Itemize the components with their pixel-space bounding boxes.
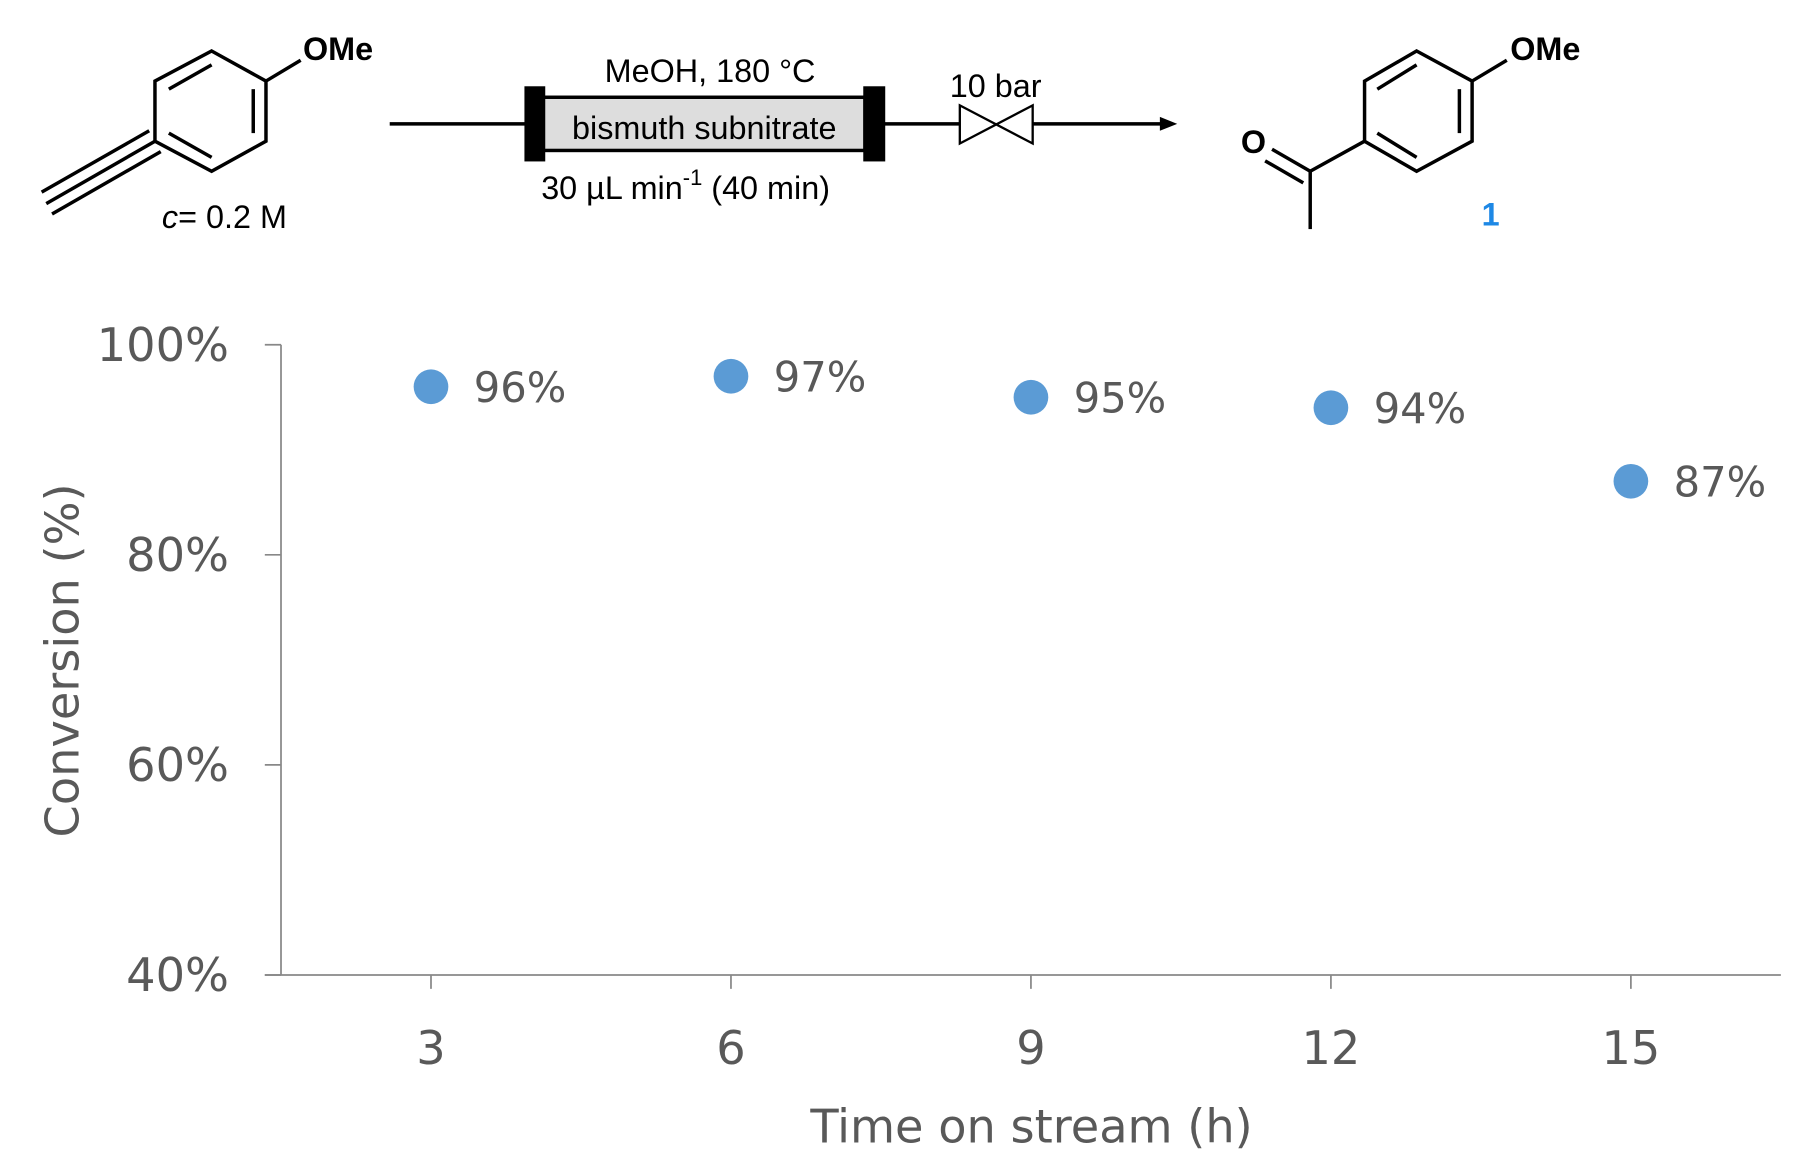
data-label: 95% bbox=[1074, 373, 1167, 422]
bond bbox=[1376, 131, 1418, 159]
data-point bbox=[1313, 390, 1349, 426]
data-label: 87% bbox=[1674, 457, 1767, 506]
alkyne bbox=[45, 139, 156, 206]
concentration: c= 0.2 M bbox=[162, 199, 287, 235]
flow-rate: 30 µL min-1 (40 min) bbox=[541, 165, 830, 206]
alkyne bbox=[40, 129, 151, 194]
bond bbox=[167, 63, 213, 91]
x-tick-label: 6 bbox=[716, 1021, 745, 1075]
column-cap bbox=[863, 86, 886, 162]
rate: 30 µL min bbox=[541, 170, 683, 206]
data-label: 94% bbox=[1374, 384, 1467, 433]
bond bbox=[1264, 159, 1305, 185]
data-point bbox=[413, 369, 449, 405]
benzene-ring bbox=[1362, 49, 1474, 174]
x-tick-label: 15 bbox=[1601, 1021, 1660, 1075]
x-tick-label: 12 bbox=[1301, 1021, 1360, 1075]
x-tick-label: 3 bbox=[416, 1021, 445, 1075]
y-tick-label: 60% bbox=[126, 738, 229, 792]
y-tick-label: 80% bbox=[126, 528, 229, 582]
bond bbox=[1376, 63, 1418, 91]
x-tick-label: 9 bbox=[1016, 1021, 1045, 1075]
pressure: 10 bar bbox=[950, 68, 1042, 104]
data-point bbox=[1613, 463, 1649, 499]
data-point bbox=[713, 358, 749, 394]
data-label: 96% bbox=[474, 363, 567, 412]
bond bbox=[265, 58, 302, 83]
exponent: -1 bbox=[683, 165, 703, 190]
time: (40 min) bbox=[702, 170, 830, 206]
data-point bbox=[1013, 379, 1049, 415]
group-label: OMe bbox=[303, 31, 373, 67]
group-label: OMe bbox=[1510, 31, 1580, 67]
catalyst: bismuth subnitrate bbox=[572, 110, 836, 146]
alkyne bbox=[51, 150, 162, 216]
conditions: MeOH, 180 °C bbox=[605, 53, 816, 89]
column bbox=[541, 95, 867, 153]
y-tick-label: 40% bbox=[126, 948, 229, 1002]
bond bbox=[1471, 58, 1508, 83]
bond bbox=[1309, 139, 1366, 173]
reaction-scheme bbox=[40, 49, 1508, 230]
plot: Time on stream (h) Conversion (%) 40% 60%… bbox=[36, 318, 1781, 1154]
y-tick-label: 100% bbox=[97, 318, 229, 372]
arrow-head bbox=[1159, 116, 1178, 131]
data-label: 97% bbox=[774, 352, 867, 401]
bond bbox=[1271, 147, 1312, 173]
compound-number: 1 bbox=[1482, 197, 1500, 233]
variable: c bbox=[162, 199, 178, 235]
y-axis-title: Conversion (%) bbox=[36, 483, 90, 837]
bond bbox=[167, 131, 213, 159]
atom-label: O bbox=[1241, 124, 1266, 160]
valve bbox=[958, 103, 1034, 146]
x-axis-title: Time on stream (h) bbox=[809, 1100, 1252, 1154]
column-cap bbox=[524, 86, 546, 162]
benzene-ring bbox=[153, 49, 268, 174]
value: = 0.2 M bbox=[178, 199, 287, 235]
